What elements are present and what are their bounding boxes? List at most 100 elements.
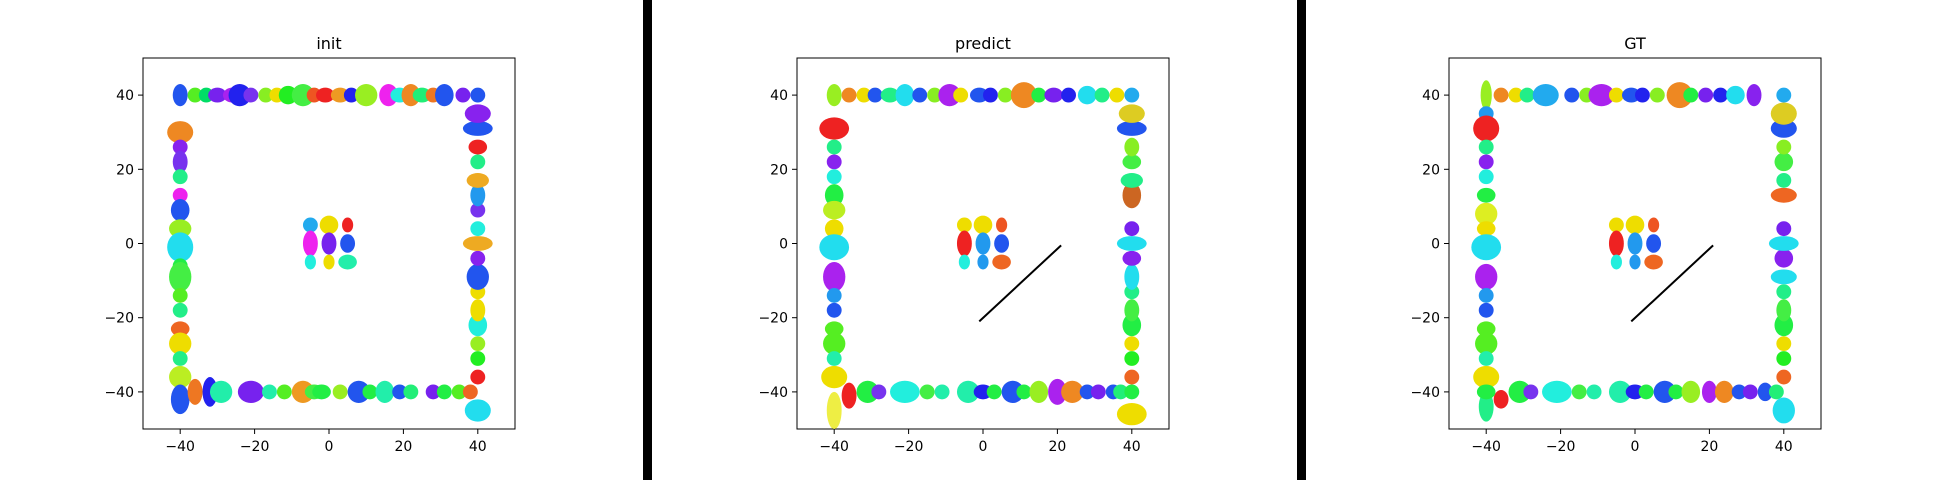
border-ellipse-24 — [1476, 187, 1496, 203]
border-ellipse-55 — [403, 384, 419, 400]
border-ellipse-47 — [1668, 384, 1684, 400]
border-ellipse-6 — [912, 87, 928, 103]
center-ellipse-8 — [992, 254, 1011, 270]
border-ellipse-40 — [890, 380, 920, 404]
border-ellipse-16 — [1726, 85, 1745, 105]
border-ellipse-14 — [343, 87, 359, 103]
y-tick-label: −40 — [104, 385, 134, 401]
border-ellipse-33 — [1478, 351, 1494, 366]
border-ellipse-65 — [1116, 236, 1147, 251]
border-ellipse-29 — [823, 262, 846, 292]
border-ellipse-9 — [1621, 87, 1641, 103]
border-ellipse-36 — [826, 391, 842, 430]
border-ellipse-29 — [1478, 288, 1494, 303]
center-ellipse-0 — [1608, 217, 1624, 233]
border-ellipse-12 — [997, 87, 1013, 103]
border-ellipse-50 — [332, 384, 348, 400]
border-ellipse-58 — [451, 384, 467, 400]
center-ellipse-2 — [1648, 217, 1660, 233]
border-ellipse-71 — [1770, 102, 1797, 125]
y-tick-label: 0 — [125, 237, 134, 253]
border-ellipse-21 — [435, 83, 454, 107]
center-ellipse-7 — [977, 254, 989, 270]
x-tick-label: −20 — [894, 439, 924, 455]
border-ellipse-29 — [170, 198, 190, 222]
border-ellipse-24 — [167, 121, 194, 144]
y-tick-label: −20 — [104, 311, 134, 327]
border-ellipse-40 — [1542, 380, 1572, 404]
border-ellipse-60 — [1776, 299, 1792, 322]
border-ellipse-10 — [1635, 87, 1650, 103]
border-ellipse-38 — [856, 380, 879, 404]
center-ellipse-2 — [996, 217, 1008, 233]
panel-divider-1 — [643, 0, 652, 480]
border-ellipse-22 — [455, 87, 471, 103]
border-ellipse-43 — [209, 380, 233, 404]
y-tick-label: 0 — [1431, 237, 1440, 253]
center-ellipse-3 — [956, 230, 972, 257]
border-ellipse-41 — [919, 384, 935, 400]
border-ellipse-54 — [1768, 384, 1784, 400]
subplot-gt: −40 −20 0 20 40 −40 −20 0 20 40 GT — [1410, 34, 1822, 455]
border-ellipse-8 — [1608, 87, 1624, 103]
border-ellipse-41 — [1571, 384, 1587, 400]
x-tick-label: 20 — [1048, 439, 1066, 455]
border-ellipse-15 — [355, 83, 378, 107]
border-ellipse-21 — [1478, 139, 1494, 155]
border-ellipse-39 — [871, 384, 887, 400]
border-ellipse-63 — [1774, 249, 1794, 268]
border-ellipse-13 — [1683, 87, 1699, 103]
border-ellipse-44 — [973, 384, 993, 400]
center-ellipse-6 — [1610, 254, 1622, 270]
y-tick-label: 20 — [1422, 162, 1440, 178]
border-ellipse-51 — [347, 380, 370, 404]
border-ellipse-7 — [258, 87, 274, 103]
border-ellipse-64 — [1122, 250, 1142, 266]
y-tick-label: 40 — [1422, 88, 1440, 104]
border-ellipse-18 — [401, 83, 421, 107]
border-ellipse-9 — [278, 85, 298, 105]
border-ellipse-64 — [468, 313, 488, 337]
border-ellipse-37 — [169, 332, 192, 355]
border-ellipse-23 — [826, 154, 842, 170]
border-ellipse-35 — [1478, 391, 1494, 422]
border-ellipse-0 — [1480, 80, 1492, 110]
border-ellipse-70 — [1770, 119, 1797, 138]
x-tick-label: 40 — [1123, 439, 1141, 455]
border-ellipse-51 — [1731, 384, 1747, 400]
border-ellipse-13 — [330, 87, 350, 103]
center-ellipse-4 — [1627, 232, 1643, 255]
border-ellipse-14 — [1031, 87, 1047, 103]
border-ellipse-3 — [1519, 87, 1535, 103]
border-ellipse-28 — [172, 187, 188, 203]
border-ellipse-25 — [824, 184, 844, 207]
border-ellipse-1 — [1493, 87, 1509, 103]
border-ellipse-46 — [1001, 380, 1024, 404]
center-ellipse-7 — [1629, 254, 1641, 270]
border-ellipse-4 — [1532, 83, 1559, 107]
border-ellipse-56 — [425, 384, 441, 400]
border-ellipse-57 — [1776, 351, 1792, 366]
border-ellipse-23 — [470, 87, 486, 103]
center-ellipse-3 — [1608, 230, 1624, 257]
x-tick-label: 20 — [1700, 439, 1718, 455]
border-ellipse-15 — [1713, 87, 1729, 103]
border-ellipse-42 — [934, 384, 950, 400]
border-ellipse-28 — [1475, 263, 1498, 290]
border-ellipse-41 — [187, 378, 203, 405]
border-ellipse-17 — [1746, 83, 1762, 107]
border-ellipse-27 — [824, 219, 844, 238]
border-ellipse-69 — [1122, 154, 1142, 170]
chart-title: predict — [955, 34, 1011, 53]
center-ellipse-0 — [302, 217, 318, 233]
border-ellipse-26 — [172, 150, 188, 174]
border-ellipse-30 — [1478, 302, 1494, 318]
center-ellipse-3 — [302, 230, 318, 257]
y-tick-label: −20 — [758, 311, 788, 327]
border-ellipse-68 — [470, 250, 486, 266]
border-ellipse-21 — [819, 117, 850, 140]
border-ellipse-67 — [1776, 173, 1792, 188]
border-ellipse-75 — [468, 139, 488, 155]
center-ellipse-1 — [973, 215, 993, 235]
border-ellipse-44 — [1625, 384, 1645, 400]
